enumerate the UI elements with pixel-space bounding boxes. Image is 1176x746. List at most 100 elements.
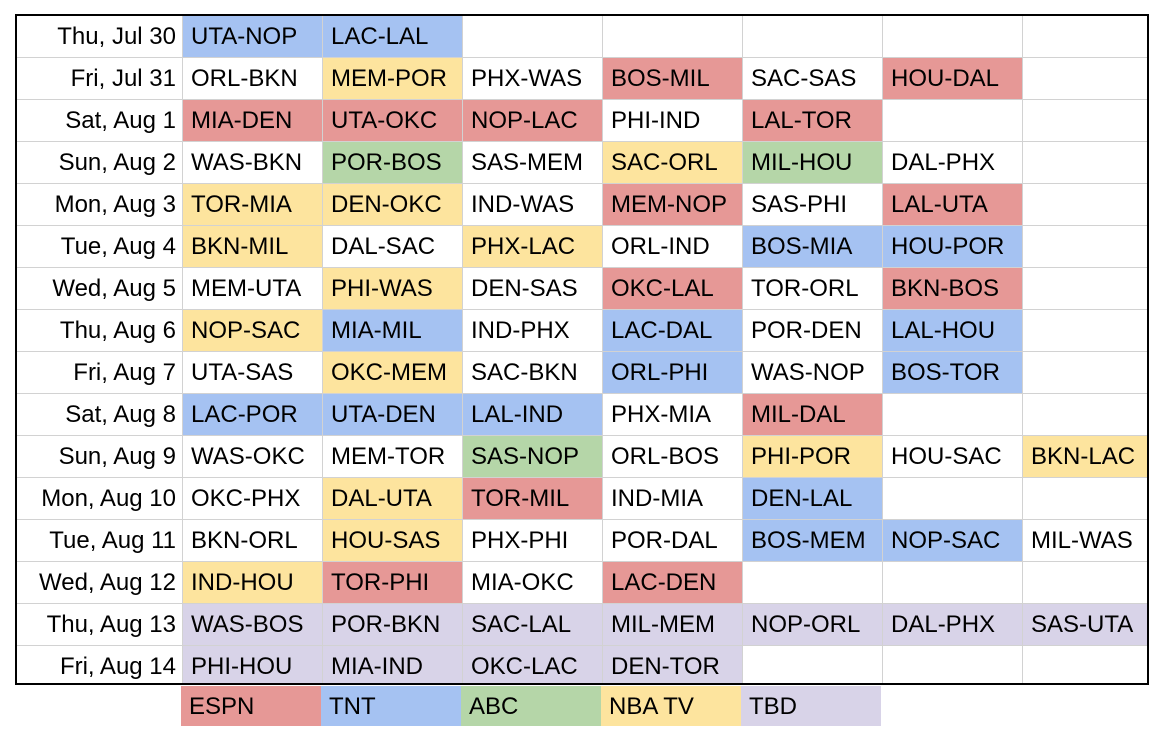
game-cell[interactable]: BKN-MIL — [183, 226, 323, 268]
game-cell[interactable]: HOU-DAL — [883, 58, 1023, 100]
game-cell[interactable]: MIA-DEN — [183, 100, 323, 142]
game-cell[interactable] — [1023, 562, 1147, 604]
game-cell[interactable]: LAC-POR — [183, 394, 323, 436]
game-cell[interactable]: OKC-LAL — [603, 268, 743, 310]
date-cell[interactable]: Mon, Aug 10 — [17, 478, 183, 520]
game-cell[interactable]: NOP-SAC — [183, 310, 323, 352]
game-cell[interactable] — [1023, 394, 1147, 436]
game-cell[interactable]: WAS-BOS — [183, 604, 323, 646]
game-cell[interactable]: ORL-BOS — [603, 436, 743, 478]
game-cell[interactable] — [1023, 100, 1147, 142]
date-cell[interactable]: Fri, Aug 14 — [17, 646, 183, 683]
date-cell[interactable]: Fri, Jul 31 — [17, 58, 183, 100]
game-cell[interactable] — [883, 478, 1023, 520]
game-cell[interactable]: DEN-TOR — [603, 646, 743, 683]
game-cell[interactable]: NOP-LAC — [463, 100, 603, 142]
game-cell[interactable]: MIL-WAS — [1023, 520, 1147, 562]
game-cell[interactable] — [743, 16, 883, 58]
game-cell[interactable]: IND-MIA — [603, 478, 743, 520]
date-cell[interactable]: Sat, Aug 8 — [17, 394, 183, 436]
game-cell[interactable]: LAL-IND — [463, 394, 603, 436]
game-cell[interactable]: BKN-BOS — [883, 268, 1023, 310]
game-cell[interactable]: LAL-HOU — [883, 310, 1023, 352]
game-cell[interactable]: TOR-ORL — [743, 268, 883, 310]
game-cell[interactable] — [743, 562, 883, 604]
game-cell[interactable]: PHI-IND — [603, 100, 743, 142]
game-cell[interactable]: MIA-OKC — [463, 562, 603, 604]
date-cell[interactable]: Fri, Aug 7 — [17, 352, 183, 394]
game-cell[interactable]: MIL-DAL — [743, 394, 883, 436]
game-cell[interactable]: BOS-MIA — [743, 226, 883, 268]
game-cell[interactable]: LAC-DAL — [603, 310, 743, 352]
game-cell[interactable]: NOP-SAC — [883, 520, 1023, 562]
game-cell[interactable] — [1023, 646, 1147, 683]
game-cell[interactable] — [1023, 16, 1147, 58]
date-cell[interactable]: Sun, Aug 2 — [17, 142, 183, 184]
game-cell[interactable]: MEM-UTA — [183, 268, 323, 310]
game-cell[interactable]: PHI-POR — [743, 436, 883, 478]
game-cell[interactable]: TOR-MIL — [463, 478, 603, 520]
game-cell[interactable] — [1023, 268, 1147, 310]
game-cell[interactable]: MIL-MEM — [603, 604, 743, 646]
game-cell[interactable]: BKN-LAC — [1023, 436, 1147, 478]
game-cell[interactable] — [883, 394, 1023, 436]
game-cell[interactable]: WAS-NOP — [743, 352, 883, 394]
game-cell[interactable]: LAL-TOR — [743, 100, 883, 142]
game-cell[interactable]: SAC-SAS — [743, 58, 883, 100]
game-cell[interactable]: ORL-IND — [603, 226, 743, 268]
game-cell[interactable]: DAL-SAC — [323, 226, 463, 268]
game-cell[interactable]: OKC-LAC — [463, 646, 603, 683]
game-cell[interactable]: BKN-ORL — [183, 520, 323, 562]
game-cell[interactable]: OKC-PHX — [183, 478, 323, 520]
game-cell[interactable]: MEM-TOR — [323, 436, 463, 478]
game-cell[interactable] — [743, 646, 883, 683]
game-cell[interactable]: LAL-UTA — [883, 184, 1023, 226]
game-cell[interactable]: SAS-NOP — [463, 436, 603, 478]
game-cell[interactable]: PHX-PHI — [463, 520, 603, 562]
game-cell[interactable] — [1023, 310, 1147, 352]
game-cell[interactable]: ORL-PHI — [603, 352, 743, 394]
game-cell[interactable]: WAS-OKC — [183, 436, 323, 478]
game-cell[interactable]: POR-DAL — [603, 520, 743, 562]
game-cell[interactable]: LAC-LAL — [323, 16, 463, 58]
game-cell[interactable] — [1023, 478, 1147, 520]
game-cell[interactable]: POR-BOS — [323, 142, 463, 184]
date-cell[interactable]: Thu, Aug 13 — [17, 604, 183, 646]
date-cell[interactable]: Tue, Aug 4 — [17, 226, 183, 268]
game-cell[interactable]: SAS-MEM — [463, 142, 603, 184]
game-cell[interactable]: ORL-BKN — [183, 58, 323, 100]
game-cell[interactable]: OKC-MEM — [323, 352, 463, 394]
game-cell[interactable]: PHI-HOU — [183, 646, 323, 683]
date-cell[interactable]: Wed, Aug 5 — [17, 268, 183, 310]
game-cell[interactable] — [883, 562, 1023, 604]
game-cell[interactable] — [883, 100, 1023, 142]
game-cell[interactable] — [1023, 226, 1147, 268]
game-cell[interactable]: BOS-TOR — [883, 352, 1023, 394]
game-cell[interactable]: DAL-PHX — [883, 142, 1023, 184]
game-cell[interactable]: PHI-WAS — [323, 268, 463, 310]
game-cell[interactable]: DEN-LAL — [743, 478, 883, 520]
game-cell[interactable]: POR-BKN — [323, 604, 463, 646]
game-cell[interactable]: SAS-UTA — [1023, 604, 1147, 646]
game-cell[interactable] — [1023, 142, 1147, 184]
game-cell[interactable] — [883, 646, 1023, 683]
game-cell[interactable]: MEM-POR — [323, 58, 463, 100]
game-cell[interactable]: PHX-MIA — [603, 394, 743, 436]
game-cell[interactable]: BOS-MEM — [743, 520, 883, 562]
game-cell[interactable]: UTA-DEN — [323, 394, 463, 436]
game-cell[interactable]: UTA-OKC — [323, 100, 463, 142]
date-cell[interactable]: Sat, Aug 1 — [17, 100, 183, 142]
date-cell[interactable]: Wed, Aug 12 — [17, 562, 183, 604]
game-cell[interactable]: HOU-POR — [883, 226, 1023, 268]
game-cell[interactable]: PHX-WAS — [463, 58, 603, 100]
game-cell[interactable] — [1023, 352, 1147, 394]
game-cell[interactable]: SAC-ORL — [603, 142, 743, 184]
game-cell[interactable]: TOR-PHI — [323, 562, 463, 604]
game-cell[interactable]: MIL-HOU — [743, 142, 883, 184]
game-cell[interactable]: TOR-MIA — [183, 184, 323, 226]
game-cell[interactable]: SAC-LAL — [463, 604, 603, 646]
game-cell[interactable] — [883, 16, 1023, 58]
game-cell[interactable]: SAC-BKN — [463, 352, 603, 394]
game-cell[interactable]: DAL-UTA — [323, 478, 463, 520]
date-cell[interactable]: Thu, Jul 30 — [17, 16, 183, 58]
